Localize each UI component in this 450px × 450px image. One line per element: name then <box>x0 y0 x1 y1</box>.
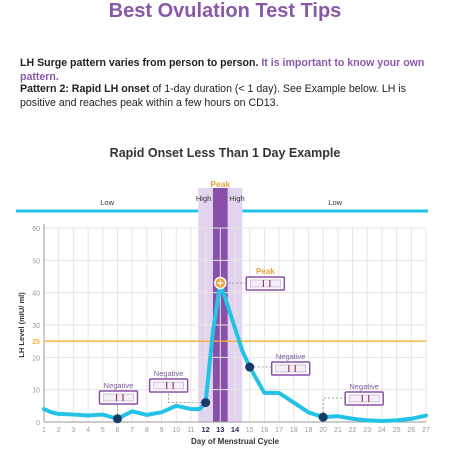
x-tick-label: 22 <box>349 427 357 434</box>
intro-paragraph: LH Surge pattern varies from person to p… <box>20 56 438 84</box>
x-tick-label: 9 <box>160 427 164 434</box>
x-tick-label: 11 <box>187 427 194 434</box>
test-strip-window <box>348 394 380 403</box>
callout-leader <box>168 392 206 404</box>
x-tick-label: 17 <box>275 427 283 434</box>
negative-marker <box>245 362 255 372</box>
x-tick-label: 16 <box>260 427 268 434</box>
intro-lead: LH Surge pattern varies from person to p… <box>20 57 259 69</box>
x-tick-label: 8 <box>145 427 149 434</box>
x-tick-label: 18 <box>290 427 298 434</box>
y-axis-title: LH Level (mIU/ ml) <box>17 292 26 358</box>
x-axis-title: Day of Menstrual Cycle <box>191 437 280 446</box>
pattern-text: of 1-day duration (< 1 day). See Example… <box>20 83 406 109</box>
band-label-low: Low <box>328 198 342 207</box>
negative-callout-label: Negative <box>154 369 184 378</box>
x-tick-label: 7 <box>130 427 134 434</box>
test-strip-window <box>103 393 134 402</box>
test-strip-window <box>275 364 306 373</box>
x-tick-label: 6 <box>116 427 120 434</box>
x-tick-label: 21 <box>334 427 342 434</box>
x-tick-label: 10 <box>172 427 180 434</box>
x-tick-label: 20 <box>319 427 327 434</box>
y-tick-label: 20 <box>32 355 40 362</box>
test-strip-window <box>250 279 281 288</box>
x-tick-label: 12 <box>201 425 209 434</box>
x-tick-label: 27 <box>422 427 430 434</box>
threshold-label: 25 <box>32 339 40 346</box>
x-tick-label: 19 <box>305 427 313 434</box>
test-strip <box>270 361 311 376</box>
negative-marker <box>112 414 122 424</box>
callout-leader <box>322 397 346 418</box>
x-tick-label: 1 <box>42 427 46 434</box>
test-strip <box>148 378 189 393</box>
band-label-high: High <box>196 194 211 203</box>
y-tick-label: 30 <box>32 323 40 330</box>
pattern-paragraph: Pattern 2: Rapid LH onset of 1-day durat… <box>20 82 438 110</box>
x-tick-label: 2 <box>57 427 61 434</box>
negative-marker <box>201 398 211 408</box>
negative-callout-label: Negative <box>276 352 306 361</box>
x-tick-label: 26 <box>407 427 415 434</box>
page-title: Best Ovulation Test Tips <box>108 0 342 22</box>
x-tick-label: 25 <box>393 427 401 434</box>
band-label-high: High <box>229 194 244 203</box>
lh-level-line <box>42 280 428 424</box>
test-strip <box>98 390 139 405</box>
y-tick-label: 60 <box>32 226 40 233</box>
x-tick-label: 14 <box>231 425 240 434</box>
x-tick-label: 3 <box>71 427 75 434</box>
y-tick-label: 50 <box>32 258 40 265</box>
y-tick-label: 0 <box>36 420 40 427</box>
peak-callout-label: Peak <box>256 267 275 276</box>
negative-marker <box>318 412 328 422</box>
test-strip <box>245 276 286 291</box>
x-tick-label: 4 <box>86 427 90 434</box>
x-tick-label: 24 <box>378 427 386 434</box>
x-tick-label: 23 <box>363 427 371 434</box>
y-tick-label: 40 <box>32 291 40 298</box>
test-strip-window <box>153 381 184 390</box>
band-label-peak: Peak <box>210 179 230 189</box>
pattern-label: Pattern 2: Rapid LH onset <box>20 83 150 95</box>
x-tick-label: 13 <box>216 425 224 434</box>
intro-highlight: It is important to know your own pattern… <box>20 57 425 83</box>
chart-title: Rapid Onset Less Than 1 Day Example <box>109 146 341 160</box>
negative-callout-label: Negative <box>349 382 379 391</box>
band-label-low: Low <box>100 198 114 207</box>
negative-callout-label: Negative <box>104 381 134 390</box>
x-tick-label: 15 <box>246 427 254 434</box>
x-tick-label: 5 <box>101 427 105 434</box>
test-strip <box>344 391 384 406</box>
y-tick-label: 10 <box>32 388 40 395</box>
